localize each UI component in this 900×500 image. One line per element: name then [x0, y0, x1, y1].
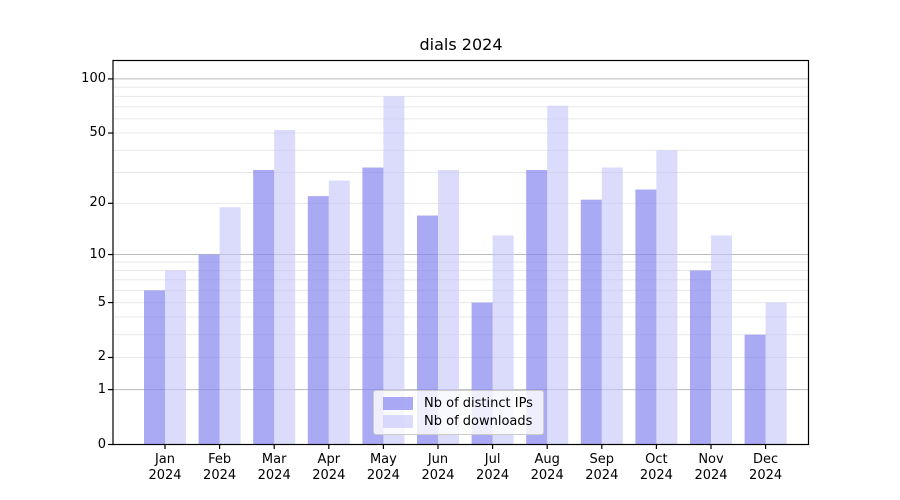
bar-nb-of-downloads-oct	[656, 150, 678, 445]
legend-label-downloads: Nb of downloads	[424, 413, 533, 429]
x-tick-label-feb: Feb 2024	[190, 452, 250, 483]
y-tick-label: 50	[89, 125, 106, 141]
legend-swatch-downloads	[383, 414, 413, 428]
bar-nb-of-distinct-ips-apr	[307, 196, 329, 445]
bar-nb-of-distinct-ips-dec	[744, 334, 766, 445]
y-tick-label: 100	[81, 70, 106, 86]
bar-nb-of-downloads-dec	[765, 302, 787, 445]
x-tick-year: 2024	[203, 467, 237, 483]
x-tick-year: 2024	[421, 467, 455, 483]
x-tick-label-apr: Apr 2024	[299, 452, 359, 483]
x-tick-label-oct: Oct 2024	[626, 452, 686, 483]
y-tick-label: 5	[97, 294, 106, 310]
x-tick-month: May	[369, 452, 397, 467]
x-tick-year: 2024	[257, 467, 291, 483]
bar-nb-of-distinct-ips-jan	[144, 290, 165, 445]
bar-nb-of-distinct-ips-jun	[417, 215, 438, 445]
bar-nb-of-downloads-feb	[219, 207, 241, 445]
x-tick-year: 2024	[585, 467, 619, 483]
bar-nb-of-distinct-ips-mar	[253, 169, 275, 445]
x-tick-year: 2024	[530, 467, 564, 483]
bar-nb-of-downloads-nov	[711, 235, 732, 445]
x-tick-month: Aug	[534, 452, 560, 467]
x-tick-year: 2024	[694, 467, 728, 483]
bar-nb-of-distinct-ips-may	[362, 167, 384, 445]
x-tick-label-jun: Jun 2024	[408, 452, 468, 483]
x-tick-month: Mar	[261, 452, 287, 467]
x-tick-month: Jul	[484, 452, 501, 467]
legend: Nb of distinct IPs Nb of downloads	[373, 390, 544, 435]
bar-nb-of-downloads-jun	[438, 169, 459, 445]
legend-swatch-distinct-ips	[383, 397, 413, 411]
chart-title: dials 2024	[419, 35, 503, 54]
legend-label-distinct-ips: Nb of distinct IPs	[424, 396, 533, 412]
x-tick-year: 2024	[148, 467, 182, 483]
y-tick-label: 10	[89, 246, 106, 262]
x-tick-label-jan: Jan 2024	[135, 452, 195, 483]
bar-nb-of-distinct-ips-nov	[690, 270, 711, 445]
x-tick-month: Sep	[589, 452, 615, 467]
bar-nb-of-downloads-apr	[328, 180, 350, 445]
x-tick-year: 2024	[476, 467, 510, 483]
x-tick-label-dec: Dec 2024	[736, 452, 796, 483]
bar-nb-of-downloads-mar	[274, 129, 296, 445]
bar-nb-of-distinct-ips-aug	[526, 169, 548, 445]
y-tick-label: 1	[97, 381, 106, 397]
x-tick-label-jul: Jul 2024	[463, 452, 523, 483]
x-tick-year: 2024	[639, 467, 673, 483]
x-tick-month: Dec	[753, 452, 779, 467]
bar-nb-of-downloads-sep	[601, 167, 623, 445]
bar-nb-of-distinct-ips-feb	[198, 254, 220, 445]
x-tick-label-aug: Aug 2024	[517, 452, 577, 483]
y-tick-label: 0	[97, 436, 106, 452]
bar-nb-of-distinct-ips-oct	[635, 189, 657, 445]
x-tick-month: Jun	[427, 452, 449, 467]
x-tick-label-sep: Sep 2024	[572, 452, 632, 483]
x-tick-year: 2024	[366, 467, 400, 483]
x-tick-label-may: May 2024	[353, 452, 413, 483]
x-tick-label-mar: Mar 2024	[244, 452, 304, 483]
x-tick-label-nov: Nov 2024	[681, 452, 741, 483]
x-tick-month: Jan	[154, 452, 176, 467]
bar-nb-of-downloads-aug	[547, 105, 569, 445]
bar-nb-of-downloads-jan	[165, 270, 186, 445]
y-tick-label: 20	[89, 195, 106, 211]
x-tick-year: 2024	[312, 467, 346, 483]
x-tick-month: Oct	[645, 452, 668, 467]
x-tick-month: Apr	[317, 452, 341, 467]
bar-nb-of-downloads-may	[383, 96, 405, 445]
plot-border	[112, 59, 810, 446]
x-tick-year: 2024	[749, 467, 783, 483]
legend-item-distinct-ips: Nb of distinct IPs	[383, 396, 539, 411]
y-tick-label: 2	[97, 349, 106, 365]
legend-item-downloads: Nb of downloads	[383, 414, 539, 429]
x-tick-month: Feb	[208, 452, 232, 467]
bar-nb-of-distinct-ips-sep	[580, 199, 602, 445]
x-tick-month: Nov	[698, 452, 724, 467]
